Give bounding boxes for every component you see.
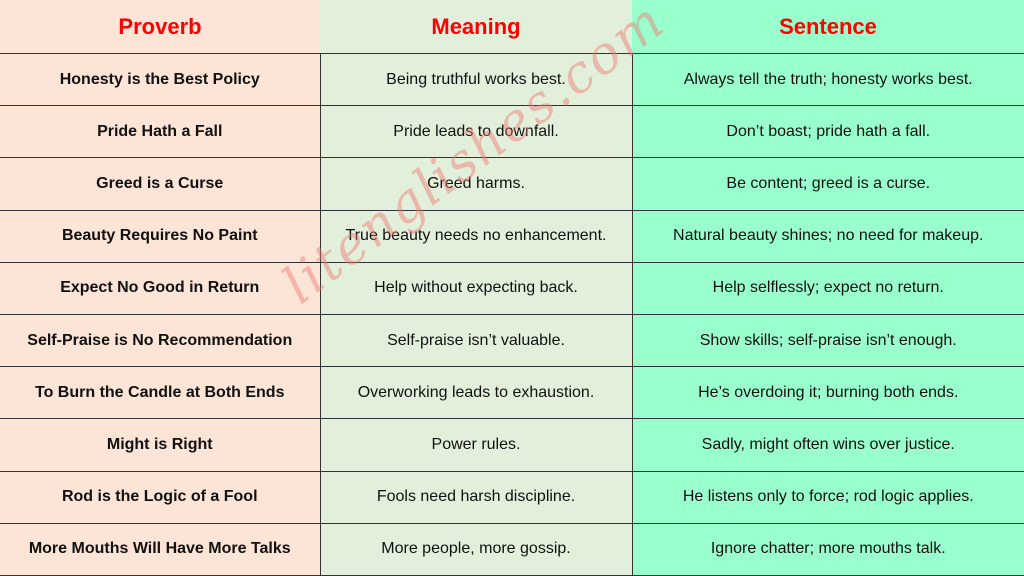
header-row: Proverb Meaning Sentence <box>0 0 1024 54</box>
table-row: Pride Hath a Fall Pride leads to downfall… <box>0 105 1024 159</box>
proverb-cell: To Burn the Candle at Both Ends <box>0 366 321 420</box>
meaning-cell: Power rules. <box>319 418 633 472</box>
proverb-cell: Beauty Requires No Paint <box>0 209 321 263</box>
meaning-cell: Pride leads to downfall. <box>319 105 633 159</box>
sentence-cell: Natural beauty shines; no need for makeu… <box>631 209 1024 263</box>
meaning-cell: More people, more gossip. <box>319 522 633 576</box>
sentence-cell: Help selflessly; expect no return. <box>631 261 1024 315</box>
proverb-cell: More Mouths Will Have More Talks <box>0 522 321 576</box>
table-row: Expect No Good in Return Help without exp… <box>0 261 1024 315</box>
table-row: Might is Right Power rules. Sadly, might o… <box>0 418 1024 472</box>
header-proverb: Proverb <box>0 0 320 54</box>
meaning-cell: Help without expecting back. <box>319 261 633 315</box>
meaning-cell: Being truthful works best. <box>319 52 633 107</box>
sentence-cell: Don’t boast; pride hath a fall. <box>631 105 1024 159</box>
proverb-cell: Might is Right <box>0 418 321 472</box>
sentence-cell: Be content; greed is a curse. <box>631 157 1024 211</box>
sentence-cell: Ignore chatter; more mouths talk. <box>631 522 1024 576</box>
sentence-cell: Always tell the truth; honesty works bes… <box>631 52 1024 107</box>
sentence-cell: He’s overdoing it; burning both ends. <box>631 366 1024 420</box>
meaning-cell: Fools need harsh discipline. <box>319 470 633 524</box>
proverb-cell: Expect No Good in Return <box>0 261 321 315</box>
table-row: More Mouths Will Have More Talks More peo… <box>0 522 1024 576</box>
table-row: Beauty Requires No Paint True beauty need… <box>0 209 1024 263</box>
header-meaning: Meaning <box>320 0 632 54</box>
table-row: To Burn the Candle at Both Ends Overworki… <box>0 366 1024 420</box>
sentence-cell: Show skills; self-praise isn’t enough. <box>631 313 1024 368</box>
header-sentence: Sentence <box>632 0 1024 54</box>
meaning-cell: Greed harms. <box>319 157 633 211</box>
sentence-cell: Sadly, might often wins over justice. <box>631 418 1024 472</box>
proverb-cell: Rod is the Logic of a Fool <box>0 470 321 524</box>
proverb-cell: Honesty is the Best Policy <box>0 52 321 107</box>
meaning-cell: True beauty needs no enhancement. <box>319 209 633 263</box>
table-row: Rod is the Logic of a Fool Fools need har… <box>0 470 1024 524</box>
proverb-cell: Pride Hath a Fall <box>0 105 321 159</box>
table-row: Self-Praise is No Recommendation Self-pra… <box>0 313 1024 368</box>
proverb-cell: Self-Praise is No Recommendation <box>0 313 321 368</box>
proverb-cell: Greed is a Curse <box>0 157 321 211</box>
meaning-cell: Self-praise isn’t valuable. <box>319 313 633 368</box>
table-row: Greed is a Curse Greed harms. Be content; … <box>0 157 1024 211</box>
sentence-cell: He listens only to force; rod logic appl… <box>631 470 1024 524</box>
table-row: Honesty is the Best Policy Being truthful… <box>0 52 1024 107</box>
meaning-cell: Overworking leads to exhaustion. <box>319 366 633 420</box>
